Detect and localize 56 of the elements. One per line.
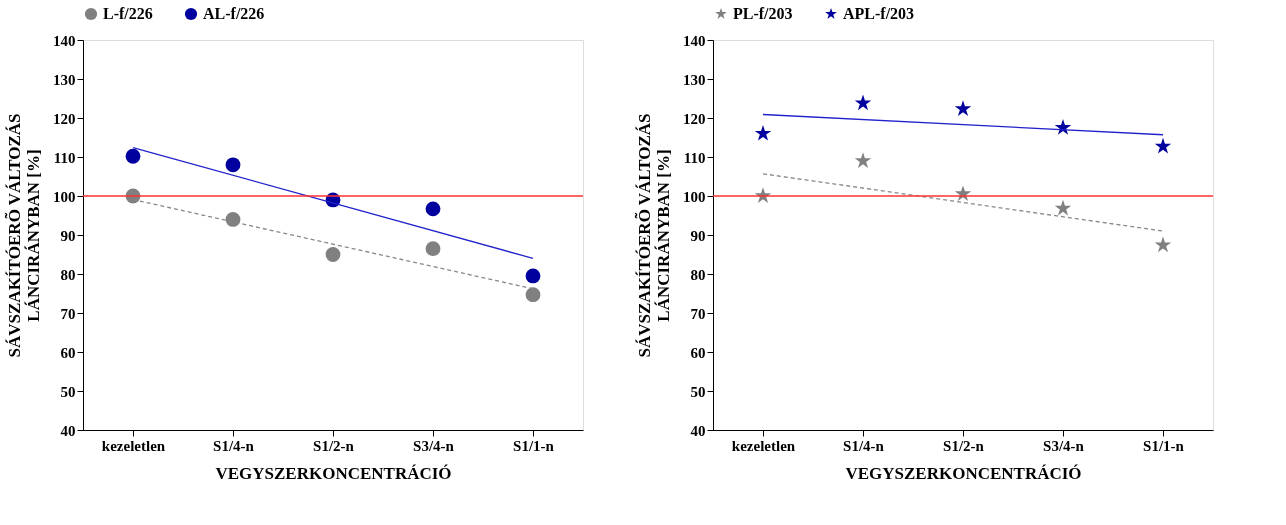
- y-axis-title: SÁVSZAKÍTÓERÕ VÁLTOZÁS LÁNCIRÁNYBAN [%]: [634, 113, 673, 358]
- point: [854, 152, 872, 168]
- y-tick-label: 60: [690, 344, 706, 361]
- point: [1054, 199, 1072, 216]
- y-tick-label: 110: [683, 149, 706, 166]
- point: [525, 287, 541, 303]
- x-tick-label: kezeletlen: [101, 437, 166, 454]
- y-tick-label: 70: [60, 305, 76, 322]
- y-tick-label: 90: [690, 227, 706, 244]
- point: [225, 157, 241, 173]
- y-tick-label: 80: [60, 266, 76, 283]
- point: [125, 148, 141, 164]
- point: [1154, 137, 1172, 154]
- y-tick-label: 50: [60, 383, 76, 400]
- legend-label: PL-f/203: [733, 5, 793, 22]
- x-axis-title: VEGYSZERKONCENTRÁCIÓ: [215, 463, 452, 483]
- y-tick-label: 70: [690, 305, 706, 322]
- y-tick-label: 140: [683, 32, 706, 49]
- point: [954, 100, 972, 117]
- point: [225, 212, 241, 227]
- y-tick-label: 90: [60, 227, 76, 244]
- point: [325, 247, 341, 262]
- point: [754, 124, 772, 141]
- legend-label: APL-f/203: [843, 5, 915, 22]
- point: [425, 201, 441, 217]
- y-tick-label: 50: [690, 383, 706, 400]
- y-tick-label: 110: [53, 149, 76, 166]
- x-tick-label: S3/4-n: [413, 437, 455, 454]
- point: [1054, 119, 1072, 135]
- x-tick-label: kezeletlen: [731, 437, 796, 454]
- point: [1154, 236, 1172, 253]
- y-tick-label: 100: [683, 188, 706, 205]
- y-tick-label: 130: [53, 71, 76, 88]
- y-tick-label: 120: [683, 110, 706, 127]
- y-tick-label: 40: [60, 422, 76, 439]
- y-tick-label: 80: [690, 266, 706, 283]
- x-tick-label: S1/2-n: [313, 437, 355, 454]
- x-tick-label: S3/4-n: [1043, 437, 1085, 454]
- point: [525, 268, 541, 284]
- x-axis-title: VEGYSZERKONCENTRÁCIÓ: [845, 463, 1082, 483]
- x-tick-label: S1/1-n: [1143, 437, 1185, 454]
- point: [854, 94, 872, 111]
- y-axis-title: SÁVSZAKÍTÓERÕ VÁLTOZÁS LÁNCIRÁNYBAN [%]: [4, 113, 43, 358]
- x-tick-label: S1/1-n: [513, 437, 555, 454]
- legend-label: L-f/226: [103, 5, 153, 22]
- y-tick-label: 120: [53, 110, 76, 127]
- point: [425, 241, 441, 257]
- x-tick-label: S1/4-n: [843, 437, 885, 454]
- y-tick-label: 130: [683, 71, 706, 88]
- y-tick-label: 40: [690, 422, 706, 439]
- y-tick-label: 140: [53, 32, 76, 49]
- x-tick-label: S1/2-n: [943, 437, 985, 454]
- legend-label: AL-f/226: [203, 5, 265, 22]
- x-tick-label: S1/4-n: [213, 437, 255, 454]
- y-tick-label: 100: [53, 188, 76, 205]
- y-tick-label: 60: [60, 344, 76, 361]
